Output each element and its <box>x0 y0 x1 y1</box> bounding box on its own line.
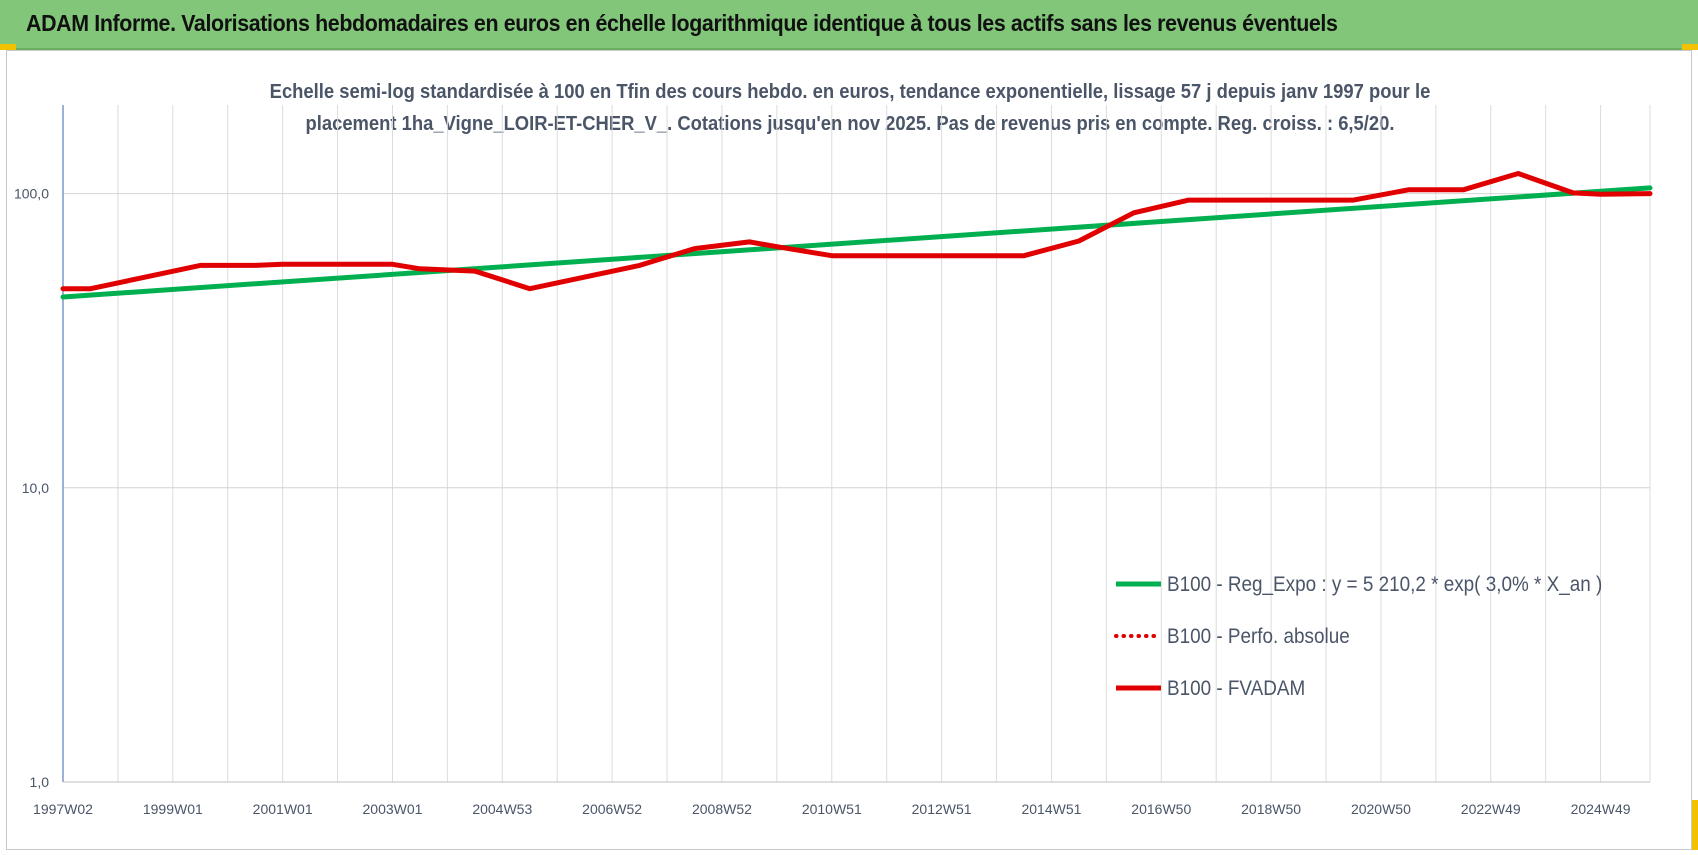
series-group <box>60 171 1653 300</box>
x-tick-label: 2001W01 <box>253 801 313 817</box>
x-tick-label: 2022W49 <box>1461 801 1521 817</box>
y-tick-label: 1,0 <box>30 774 50 790</box>
x-tick-label: 2006W52 <box>582 801 642 817</box>
x-tick-label: 2012W51 <box>912 801 972 817</box>
tick-labels: 1,0 10,0 100,0 1997W02 1999W01 2001W01 2003W01… <box>14 186 1631 817</box>
chart-title-line-2: placement 1ha_Vigne_LOIR-ET-CHER_V_. Cot… <box>305 113 1395 135</box>
x-tick-label: 2003W01 <box>363 801 423 817</box>
chart-title: Echelle semi-log standardisée à 100 en T… <box>234 76 1467 140</box>
corner-marker-left <box>0 44 16 50</box>
banner-title: ADAM Informe. Valorisations hebdomadaire… <box>26 10 1338 36</box>
x-tick-label: 2024W49 <box>1571 801 1631 817</box>
x-tick-label: 2018W50 <box>1241 801 1301 817</box>
legend-label: B100 - Perfo. absolue <box>1167 625 1350 648</box>
chart-title-line-1: Echelle semi-log standardisée à 100 en T… <box>269 81 1431 103</box>
x-tick-label: 1997W02 <box>33 801 93 817</box>
chart-frame <box>6 50 1692 850</box>
x-tick-label: 2014W51 <box>1021 801 1081 817</box>
grid-lines <box>63 105 1651 783</box>
x-tick-label: 2004W53 <box>472 801 532 817</box>
legend: B100 - Reg_Expo : y = 5 210,2 * exp( 3,0… <box>1114 573 1602 700</box>
title-banner: ADAM Informe. Valorisations hebdomadaire… <box>0 0 1698 50</box>
x-tick-label: 2020W50 <box>1351 801 1411 817</box>
x-tick-label: 2010W51 <box>802 801 862 817</box>
series-line <box>60 185 1653 300</box>
y-tick-label: 10,0 <box>22 480 49 496</box>
legend-label: B100 - Reg_Expo : y = 5 210,2 * exp( 3,0… <box>1167 573 1602 596</box>
y-tick-label: 100,0 <box>14 186 49 202</box>
series-line <box>60 171 1653 292</box>
x-tick-label: 2008W52 <box>692 801 752 817</box>
axes <box>62 105 1650 783</box>
legend-label: B100 - FVADAM <box>1167 677 1305 700</box>
corner-marker-right <box>1682 44 1698 50</box>
corner-marker-bottom-right <box>1692 800 1698 850</box>
x-tick-label: 2016W50 <box>1131 801 1191 817</box>
x-tick-label: 1999W01 <box>143 801 203 817</box>
